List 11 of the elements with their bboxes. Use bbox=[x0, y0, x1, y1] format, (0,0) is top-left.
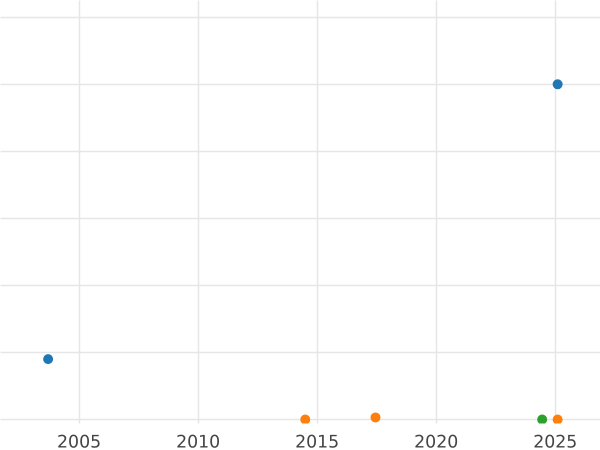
x-tick-label: 2020 bbox=[414, 432, 458, 450]
point bbox=[552, 414, 563, 424]
x-tick-label: 2005 bbox=[57, 432, 102, 450]
point bbox=[43, 354, 54, 364]
point bbox=[552, 79, 563, 90]
x-tick-label: 2015 bbox=[295, 432, 340, 450]
x-tick-label: 2010 bbox=[176, 432, 220, 450]
point bbox=[537, 414, 548, 424]
point bbox=[370, 412, 380, 422]
point bbox=[300, 414, 310, 424]
x-tick-label: 2025 bbox=[533, 432, 578, 450]
